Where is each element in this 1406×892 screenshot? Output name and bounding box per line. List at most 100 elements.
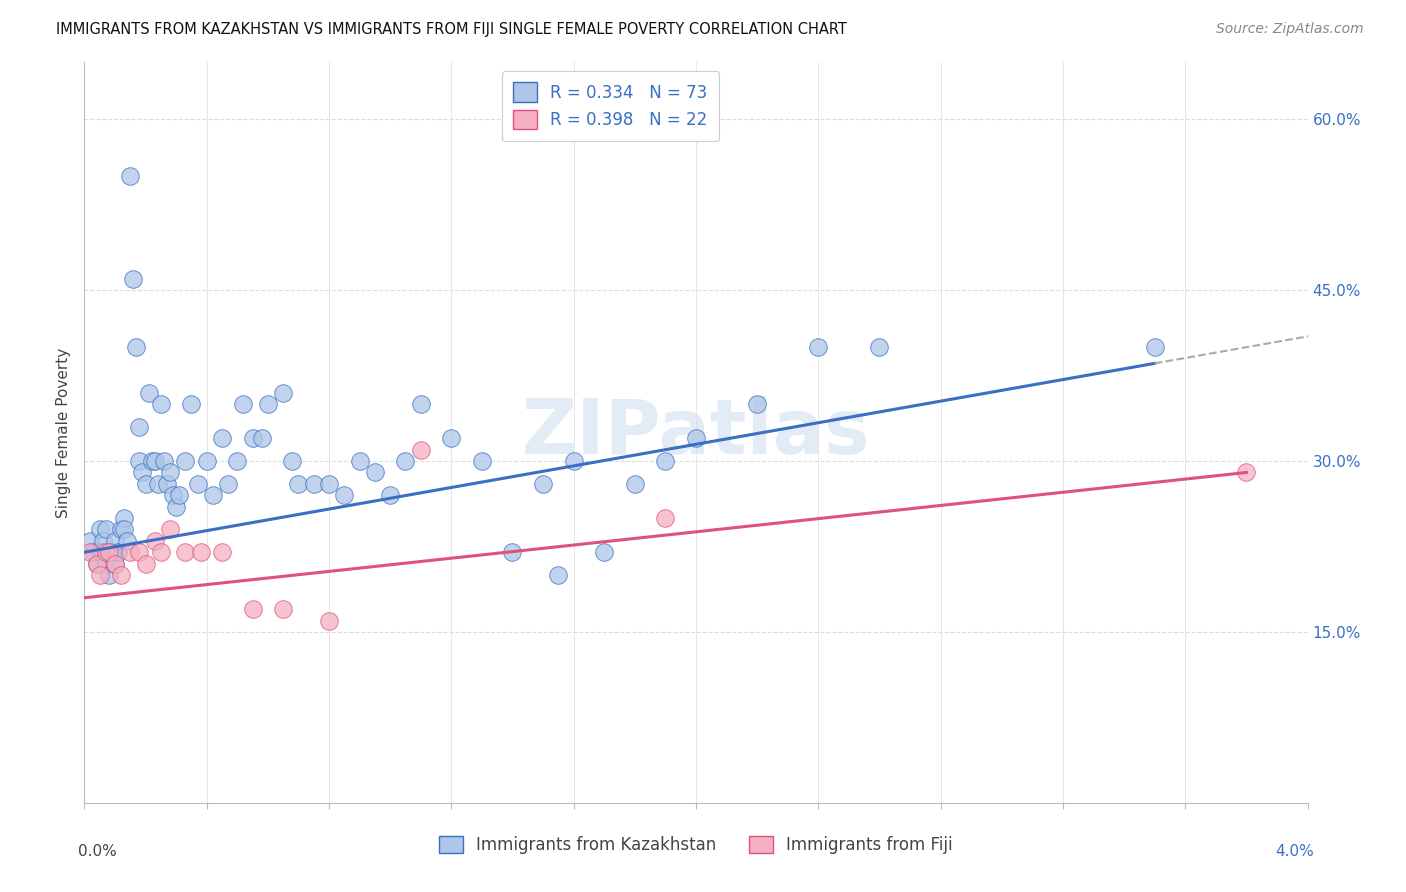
Point (89, 545, 111, 559)
Point (747, 397, 769, 411)
Point (128, 545, 150, 559)
Point (110, 568, 132, 582)
Point (201, 488, 224, 502)
Point (86, 557, 108, 571)
Point (380, 488, 402, 502)
Point (318, 614, 340, 628)
Point (654, 511, 676, 525)
Point (91, 533, 114, 548)
Text: ZIPatlas: ZIPatlas (522, 396, 870, 469)
Point (654, 454, 676, 468)
Point (162, 488, 184, 502)
Y-axis label: Single Female Poverty: Single Female Poverty (56, 348, 72, 517)
Point (120, 169, 142, 184)
Point (287, 476, 309, 491)
Point (120, 545, 142, 559)
Point (165, 500, 187, 514)
Text: 0.0%: 0.0% (79, 844, 117, 858)
Point (101, 545, 124, 559)
Point (547, 568, 569, 582)
Point (79, 533, 101, 548)
Point (89, 523, 111, 537)
Point (869, 340, 891, 354)
Point (211, 545, 233, 559)
Point (1236, 466, 1258, 480)
Point (97, 568, 120, 582)
Point (86, 557, 108, 571)
Point (174, 454, 197, 468)
Point (104, 533, 127, 548)
Point (125, 340, 148, 354)
Point (562, 454, 585, 468)
Point (91, 545, 114, 559)
Point (167, 488, 190, 502)
Point (186, 476, 208, 491)
Point (128, 420, 150, 434)
Point (156, 476, 179, 491)
Point (180, 397, 202, 411)
Point (531, 476, 554, 491)
Point (217, 476, 239, 491)
Point (195, 454, 218, 468)
Point (131, 466, 153, 480)
Point (149, 397, 172, 411)
Point (174, 545, 197, 559)
Point (112, 523, 135, 537)
Point (143, 533, 166, 548)
Point (128, 454, 150, 468)
Point (135, 476, 157, 491)
Point (94, 545, 117, 559)
Point (89, 568, 111, 582)
Point (394, 454, 416, 468)
Point (211, 431, 233, 445)
Point (79, 545, 101, 559)
Point (143, 454, 166, 468)
Point (115, 533, 138, 548)
Point (97, 545, 120, 559)
Point (281, 454, 304, 468)
Point (807, 340, 830, 354)
Point (1143, 340, 1166, 354)
Text: 4.0%: 4.0% (1275, 844, 1313, 858)
Point (159, 523, 181, 537)
Point (232, 397, 254, 411)
Point (107, 545, 129, 559)
Point (349, 454, 371, 468)
Point (159, 466, 181, 480)
Point (110, 523, 132, 537)
Point (318, 476, 340, 491)
Point (409, 397, 432, 411)
Point (190, 545, 212, 559)
Point (146, 476, 169, 491)
Legend: Immigrants from Kazakhstan, Immigrants from Fiji: Immigrants from Kazakhstan, Immigrants f… (433, 830, 959, 861)
Point (94, 557, 117, 571)
Point (242, 431, 264, 445)
Point (471, 454, 494, 468)
Text: IMMIGRANTS FROM KAZAKHSTAN VS IMMIGRANTS FROM FIJI SINGLE FEMALE POVERTY CORRELA: IMMIGRANTS FROM KAZAKHSTAN VS IMMIGRANTS… (56, 22, 846, 37)
Point (94, 523, 117, 537)
Point (138, 385, 160, 400)
Point (149, 545, 172, 559)
Point (502, 545, 524, 559)
Text: Source: ZipAtlas.com: Source: ZipAtlas.com (1216, 22, 1364, 37)
Point (83, 545, 105, 559)
Point (685, 431, 707, 445)
Point (271, 602, 294, 616)
Point (257, 397, 280, 411)
Point (624, 476, 647, 491)
Point (593, 545, 616, 559)
Point (135, 557, 157, 571)
Point (333, 488, 356, 502)
Point (122, 272, 145, 286)
Point (141, 454, 163, 468)
Point (226, 454, 249, 468)
Point (104, 557, 127, 571)
Point (302, 476, 325, 491)
Point (104, 557, 127, 571)
Point (440, 431, 463, 445)
Point (242, 602, 264, 616)
Point (153, 454, 176, 468)
Point (409, 442, 432, 457)
Point (250, 431, 273, 445)
Point (364, 466, 387, 480)
